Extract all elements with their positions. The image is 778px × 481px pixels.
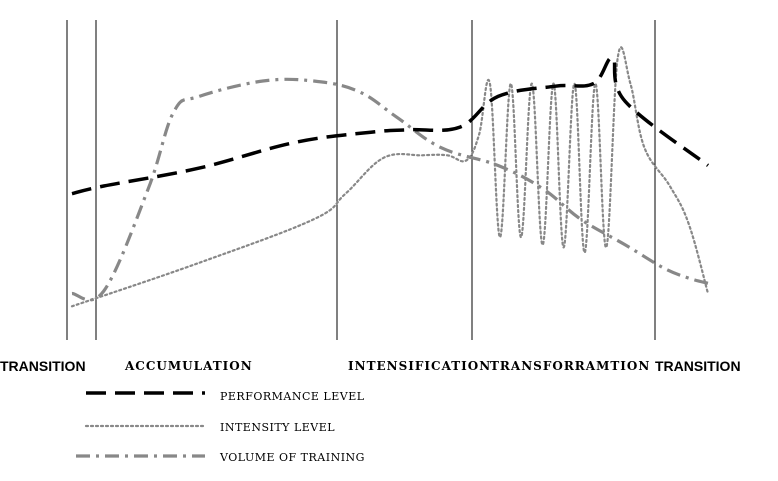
series-lines — [70, 46, 710, 308]
phase-label-0: TRANSITION — [0, 358, 86, 374]
phase-label-3: TRANSFORRAMTION — [490, 359, 650, 373]
series-line-performance — [71, 56, 710, 196]
phase-label-4: TRANSITION — [655, 358, 741, 374]
phase-divider-lines — [66, 20, 656, 340]
legend-label-performance: PERFORMANCE LEVEL — [220, 390, 365, 403]
phase-label-1: ACCUMULATION — [124, 359, 253, 373]
series-line-intensity — [70, 46, 710, 308]
legend-label-intensity: INTENSITY LEVEL — [220, 421, 335, 434]
legend: PERFORMANCE LEVEL INTENSITY LEVEL VOLUME O… — [76, 390, 365, 464]
phase-label-2: INTENSIFICATION — [348, 359, 491, 373]
phase-labels: TRANSITION ACCUMULATION INTENSIFICATIONTRA… — [0, 358, 741, 374]
legend-label-volume: VOLUME OF TRAINING — [219, 451, 365, 464]
series-line-volume — [71, 77, 709, 302]
